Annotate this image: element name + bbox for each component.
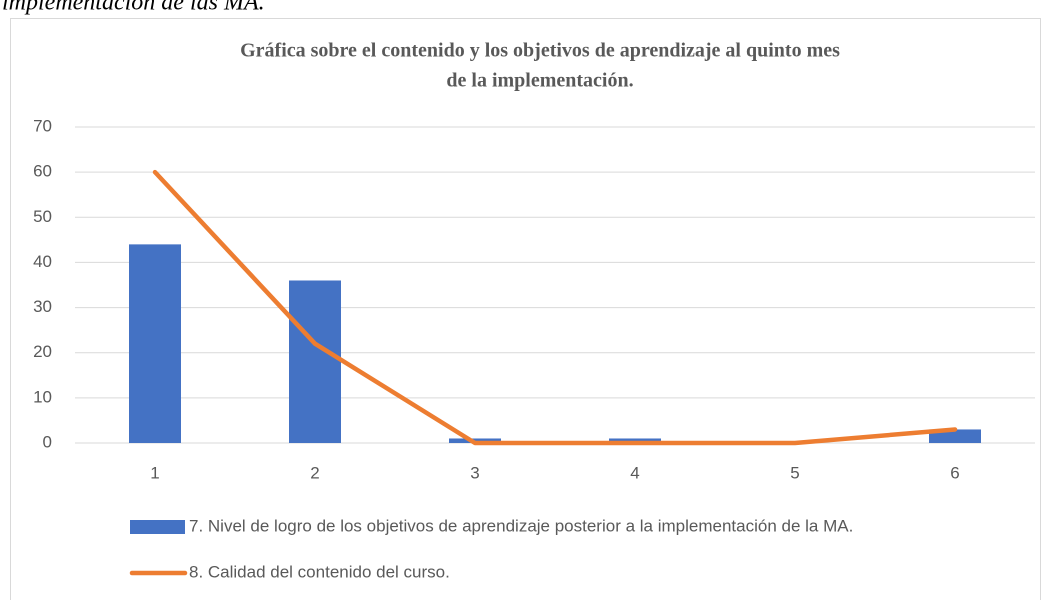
line <box>152 169 958 446</box>
y-tick-label: 30 <box>33 297 52 316</box>
y-tick-label: 50 <box>33 207 52 226</box>
y-tick-label: 70 <box>33 116 52 135</box>
bar <box>289 280 341 443</box>
x-tick-label: 5 <box>790 463 799 482</box>
legend-label: 7. Nivel de logro de los objetivos de ap… <box>189 516 853 535</box>
x-tick-label: 6 <box>950 463 959 482</box>
legend-label: 8. Calidad del contenido del curso. <box>189 562 450 581</box>
x-tick-label: 2 <box>310 463 319 482</box>
y-tick-label: 10 <box>33 387 52 406</box>
bar <box>609 438 661 443</box>
bar <box>129 244 181 443</box>
y-tick-label: 20 <box>33 342 52 361</box>
chart-title: Gráfica sobre el contenido y los objetiv… <box>240 40 840 62</box>
x-tick-label: 3 <box>470 463 479 482</box>
y-tick-label: 60 <box>33 162 52 181</box>
caption: implementación de las MA. <box>2 0 265 16</box>
legend-swatch <box>130 520 185 534</box>
chart-title: de la implementación. <box>446 70 633 92</box>
chart-border <box>10 18 1041 600</box>
y-tick-label: 0 <box>43 432 52 451</box>
x-tick-label: 4 <box>630 463 639 482</box>
bar <box>929 429 981 443</box>
y-tick-label: 40 <box>33 252 52 271</box>
x-tick-label: 1 <box>150 463 159 482</box>
